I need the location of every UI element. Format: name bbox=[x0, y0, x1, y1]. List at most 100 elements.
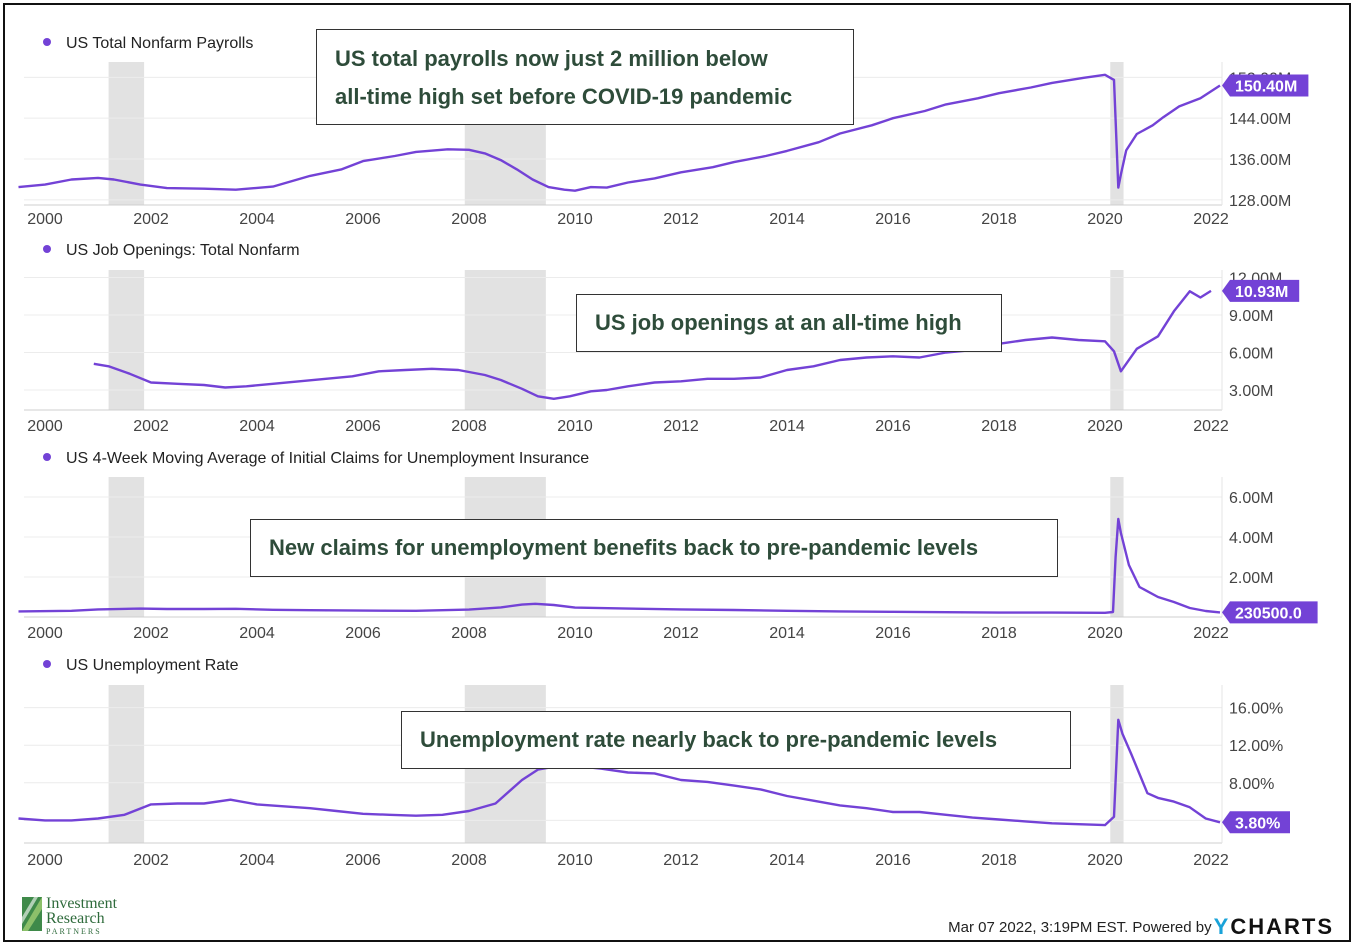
x-tick-label: 2004 bbox=[239, 852, 275, 869]
ycharts-logo: YCHARTS bbox=[1214, 914, 1334, 940]
last-value-badge bbox=[1222, 279, 1300, 302]
leaf-logo-icon bbox=[22, 897, 42, 931]
x-tick-label: 2000 bbox=[27, 418, 63, 435]
callout-job-openings: US job openings at an all-time high bbox=[576, 294, 1002, 352]
logo-line2: Research bbox=[46, 910, 105, 927]
x-tick-label: 2010 bbox=[557, 211, 593, 228]
y-tick-label: 128.00M bbox=[1229, 193, 1291, 210]
y-tick-label: 9.00M bbox=[1229, 308, 1273, 325]
last-value-label: 10.93M bbox=[1235, 284, 1288, 301]
y-tick-label: 4.00M bbox=[1229, 530, 1273, 547]
callout-payrolls-line2: all-time high set before COVID-19 pandem… bbox=[335, 84, 793, 109]
x-tick-label: 2008 bbox=[451, 211, 487, 228]
logo-line3: PARTNERS bbox=[46, 927, 102, 936]
x-tick-label: 2018 bbox=[981, 418, 1017, 435]
x-tick-label: 2000 bbox=[27, 625, 63, 642]
y-tick-label: 3.00M bbox=[1229, 383, 1273, 400]
chart-frame bbox=[3, 3, 1351, 942]
x-tick-label: 2004 bbox=[239, 211, 275, 228]
x-tick-label: 2018 bbox=[981, 625, 1017, 642]
x-tick-label: 2016 bbox=[875, 211, 911, 228]
series-line bbox=[18, 73, 1221, 192]
footer: Mar 07 2022, 3:19PM EST. Powered by YCHA… bbox=[948, 914, 1334, 940]
x-tick-label: 2020 bbox=[1087, 852, 1123, 869]
y-tick-label: 6.00M bbox=[1229, 346, 1273, 363]
logo-line1: Investment bbox=[46, 895, 118, 912]
last-value-label: 230500.0 bbox=[1235, 605, 1302, 622]
legend-dot bbox=[43, 245, 51, 253]
x-tick-label: 2012 bbox=[663, 211, 699, 228]
y-tick-label: 8.00% bbox=[1229, 776, 1274, 793]
last-value-badge bbox=[1222, 74, 1309, 97]
x-tick-label: 2010 bbox=[557, 625, 593, 642]
legend-dot bbox=[43, 453, 51, 461]
x-tick-label: 2006 bbox=[345, 418, 381, 435]
x-tick-label: 2008 bbox=[451, 852, 487, 869]
x-tick-label: 2012 bbox=[663, 418, 699, 435]
y-tick-label: 16.00% bbox=[1229, 701, 1283, 718]
footer-timestamp: Mar 07 2022, 3:19PM EST. Powered by bbox=[948, 918, 1212, 936]
x-tick-label: 2018 bbox=[981, 852, 1017, 869]
series-line bbox=[18, 517, 1221, 614]
last-value-badge bbox=[1222, 601, 1318, 624]
x-tick-label: 2000 bbox=[27, 852, 63, 869]
x-tick-label: 2022 bbox=[1193, 852, 1229, 869]
callout-job-openings-line1: US job openings at an all-time high bbox=[595, 310, 962, 335]
x-tick-label: 2002 bbox=[133, 625, 169, 642]
ycharts-logo-text: CHARTS bbox=[1230, 914, 1334, 939]
x-tick-label: 2014 bbox=[769, 418, 805, 435]
x-tick-label: 2016 bbox=[875, 852, 911, 869]
x-tick-label: 2022 bbox=[1193, 211, 1229, 228]
x-tick-label: 2014 bbox=[769, 852, 805, 869]
x-tick-label: 2020 bbox=[1087, 211, 1123, 228]
x-tick-label: 2020 bbox=[1087, 625, 1123, 642]
x-tick-label: 2008 bbox=[451, 625, 487, 642]
recession-band bbox=[108, 270, 145, 410]
ycharts-logo-y: Y bbox=[1213, 914, 1231, 939]
y-tick-label: 12.00% bbox=[1229, 738, 1283, 755]
chart-title: US Unemployment Rate bbox=[66, 657, 239, 674]
x-tick-label: 2004 bbox=[239, 625, 275, 642]
x-tick-label: 2014 bbox=[769, 211, 805, 228]
chart-title: US 4-Week Moving Average of Initial Clai… bbox=[66, 450, 589, 467]
x-tick-label: 2016 bbox=[875, 418, 911, 435]
callout-unemployment-line1: Unemployment rate nearly back to pre-pan… bbox=[420, 727, 998, 752]
x-tick-label: 2022 bbox=[1193, 625, 1229, 642]
recession-band bbox=[108, 477, 145, 617]
recession-band bbox=[1110, 270, 1124, 410]
y-tick-label: 6.00M bbox=[1229, 490, 1273, 507]
callout-claims: New claims for unemployment benefits bac… bbox=[250, 519, 1058, 577]
x-tick-label: 2010 bbox=[557, 852, 593, 869]
x-tick-label: 2006 bbox=[345, 211, 381, 228]
last-value-label: 3.80% bbox=[1235, 815, 1280, 832]
x-tick-label: 2010 bbox=[557, 418, 593, 435]
x-tick-label: 2008 bbox=[451, 418, 487, 435]
x-tick-label: 2002 bbox=[133, 211, 169, 228]
callout-unemployment: Unemployment rate nearly back to pre-pan… bbox=[401, 711, 1071, 769]
y-tick-label: 2.00M bbox=[1229, 570, 1273, 587]
callout-payrolls-line1: US total payrolls now just 2 million bel… bbox=[335, 46, 768, 71]
x-tick-label: 2002 bbox=[133, 418, 169, 435]
recession-band bbox=[464, 270, 546, 410]
x-tick-label: 2016 bbox=[875, 625, 911, 642]
chart-title: US Total Nonfarm Payrolls bbox=[66, 35, 253, 52]
last-value-label: 150.40M bbox=[1235, 78, 1297, 95]
callout-claims-line1: New claims for unemployment benefits bac… bbox=[269, 535, 979, 560]
x-tick-label: 2004 bbox=[239, 418, 275, 435]
x-tick-label: 2018 bbox=[981, 211, 1017, 228]
y-tick-label: 144.00M bbox=[1229, 111, 1291, 128]
callout-payrolls: US total payrolls now just 2 million bel… bbox=[316, 29, 854, 125]
x-tick-label: 2006 bbox=[345, 852, 381, 869]
recession-band bbox=[108, 685, 145, 843]
legend-dot bbox=[43, 660, 51, 668]
x-tick-label: 2006 bbox=[345, 625, 381, 642]
x-tick-label: 2020 bbox=[1087, 418, 1123, 435]
y-tick-label: 136.00M bbox=[1229, 152, 1291, 169]
chart-title: US Job Openings: Total Nonfarm bbox=[66, 242, 300, 259]
x-tick-label: 2002 bbox=[133, 852, 169, 869]
series-line bbox=[93, 289, 1212, 400]
x-tick-label: 2000 bbox=[27, 211, 63, 228]
investment-research-logo: Investment Research PARTNERS bbox=[22, 895, 152, 937]
